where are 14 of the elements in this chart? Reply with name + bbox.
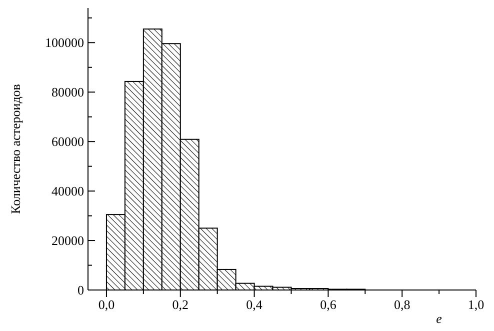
y-axis-title: Количество астероидов <box>8 84 23 214</box>
x-tick-label: 0,0 <box>98 297 115 312</box>
y-tick-label: 60000 <box>52 134 84 150</box>
x-tick-label: 0,8 <box>394 297 410 312</box>
x-tick-label: 0,4 <box>246 297 263 312</box>
y-tick-label: 0 <box>78 282 84 298</box>
y-tick-label: 40000 <box>52 184 84 199</box>
x-tick-label: 0,2 <box>172 297 189 312</box>
y-tick-label: 20000 <box>52 233 84 248</box>
x-tick-label: 1,0 <box>468 297 484 312</box>
x-tick-label: 0,6 <box>320 297 337 312</box>
y-tick-label: 100000 <box>45 35 84 50</box>
x-axis-title: e <box>436 311 442 326</box>
y-tick-label: 80000 <box>52 84 84 100</box>
